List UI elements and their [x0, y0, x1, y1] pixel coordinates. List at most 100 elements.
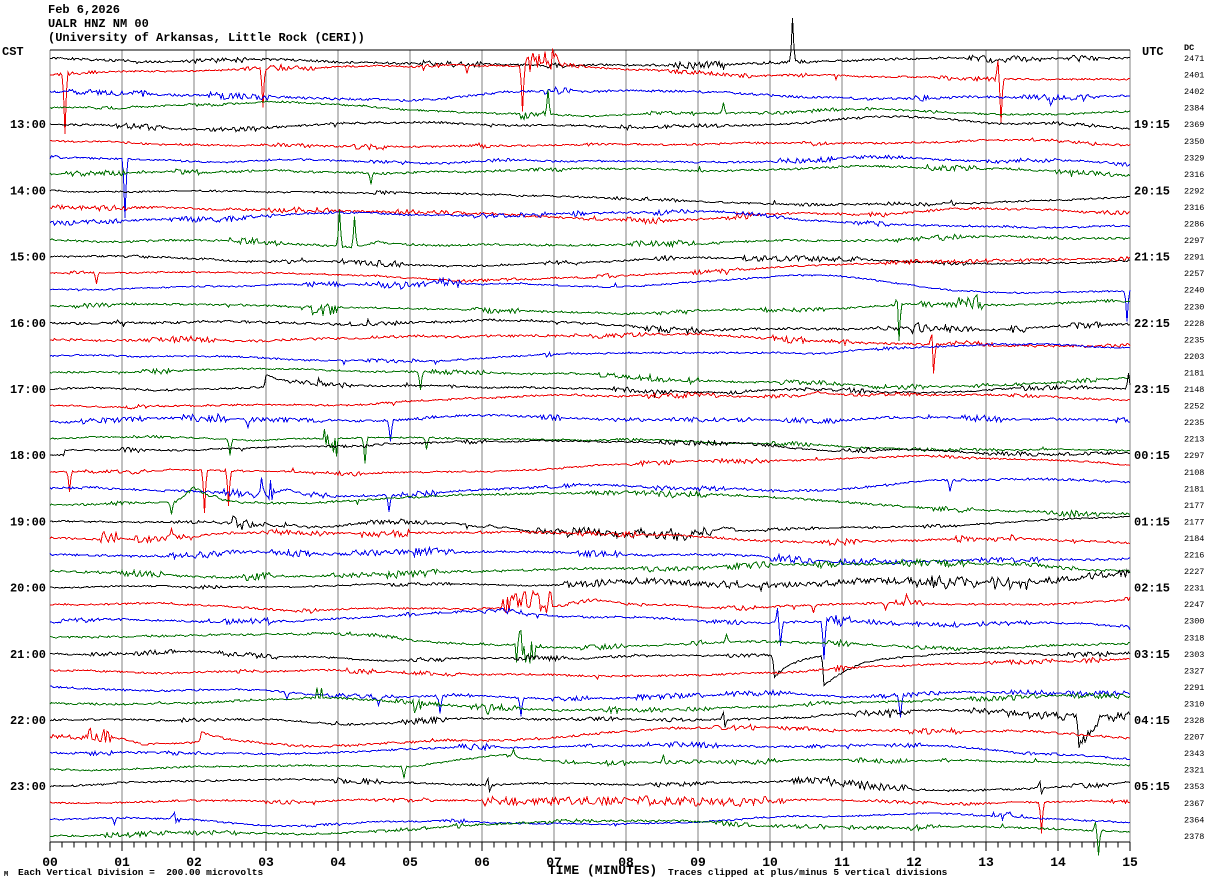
hour-label-utc: 22:15: [1134, 317, 1170, 331]
hour-label-utc: 03:15: [1134, 648, 1170, 662]
trace-row-45: [49, 775, 1131, 795]
trace-row-6: [50, 137, 1131, 151]
hour-label-utc: 23:15: [1134, 383, 1170, 397]
dc-offset-value: 2148: [1184, 385, 1204, 395]
hour-label-cst: 22:00: [10, 714, 46, 728]
trace-row-23: [49, 412, 1131, 442]
trace-row-41: [49, 706, 1131, 749]
minute-tick-label: 12: [906, 855, 922, 870]
hour-label-utc: 00:15: [1134, 449, 1170, 463]
hour-label-cst: 14:00: [10, 184, 46, 198]
dc-offset-value: 2257: [1184, 269, 1204, 279]
hour-label-utc: 20:15: [1134, 184, 1170, 198]
trace-row-11: [49, 208, 1130, 229]
dc-offset-value: 2228: [1184, 319, 1204, 329]
trace-row-7: [49, 154, 1131, 219]
dc-offset-value: 2401: [1184, 71, 1204, 81]
trace-row-14: [49, 255, 1131, 285]
dc-offset-value: 2327: [1184, 666, 1204, 676]
hour-label-utc: 21:15: [1134, 251, 1170, 265]
dc-offset-value: 2303: [1184, 650, 1204, 660]
trace-row-16: [49, 293, 1131, 342]
trace-row-19: [49, 342, 1131, 366]
minute-tick-label: 07: [546, 855, 562, 870]
dc-offset-value: 2240: [1184, 286, 1204, 296]
dc-offset-value: 2297: [1184, 236, 1204, 246]
dc-offset-value: 2328: [1184, 716, 1204, 726]
trace-row-12: [49, 210, 1131, 249]
dc-offset-value: 2213: [1184, 435, 1204, 445]
trace-row-34: [49, 589, 1131, 614]
dc-offset-value: 2203: [1184, 352, 1204, 362]
dc-offset-value: 2230: [1184, 302, 1204, 312]
dc-offset-value: 2318: [1184, 633, 1204, 643]
dc-offset-value: 2310: [1184, 699, 1204, 709]
trace-row-39: [49, 685, 1131, 718]
dc-offset-value: 2471: [1184, 54, 1204, 64]
dc-offset-value: 2378: [1184, 832, 1204, 842]
trace-row-32: [49, 557, 1131, 582]
station-label: UALR HNZ NM 00: [48, 17, 149, 31]
trace-row-9: [49, 189, 1131, 208]
trace-row-10: [49, 204, 1131, 226]
trace-row-17: [50, 317, 1131, 336]
cst-timezone-label: CST: [2, 45, 24, 59]
trace-row-42: [49, 723, 1131, 748]
trace-row-2: [49, 48, 1131, 135]
trace-row-31: [49, 545, 1131, 566]
hour-label-utc: 05:15: [1134, 780, 1170, 794]
minute-tick-label: 01: [114, 855, 130, 870]
hour-label-cst: 18:00: [10, 449, 46, 463]
trace-row-3: [49, 85, 1131, 107]
dc-offset-value: 2297: [1184, 451, 1204, 461]
trace-row-26: [49, 454, 1131, 514]
dc-offset-value: 2316: [1184, 203, 1204, 213]
dc-offset-value: 2181: [1184, 484, 1204, 494]
trace-row-5: [49, 115, 1130, 133]
dc-offset-value: 2247: [1184, 600, 1204, 610]
clip-note: Traces clipped at plus/minus 5 vertical …: [668, 867, 948, 878]
minute-tick-label: 08: [618, 855, 634, 870]
trace-row-46: [49, 795, 1131, 834]
trace-row-28: [49, 486, 1131, 519]
dc-offset-value: 2353: [1184, 782, 1204, 792]
dc-offset-value: 2235: [1184, 418, 1204, 428]
minute-tick-label: 10: [762, 855, 778, 870]
hour-label-utc: 04:15: [1134, 714, 1170, 728]
dc-offset-value: 2321: [1184, 766, 1204, 776]
dc-offset-value: 2227: [1184, 567, 1204, 577]
dc-offset-value: 2286: [1184, 220, 1204, 230]
trace-row-1: [49, 17, 1130, 71]
trace-row-44: [49, 747, 1131, 779]
dc-offset-value: 2291: [1184, 683, 1204, 693]
hour-label-cst: 15:00: [10, 251, 46, 265]
minute-tick-label: 04: [330, 855, 346, 870]
hour-label-utc: 19:15: [1134, 118, 1170, 132]
dc-offset-value: 2252: [1184, 402, 1204, 412]
utc-timezone-label: UTC: [1142, 45, 1164, 59]
dc-offset-value: 2343: [1184, 749, 1204, 759]
dc-offset-value: 2369: [1184, 120, 1204, 130]
dc-offset-value: 2177: [1184, 501, 1204, 511]
trace-row-43: [49, 741, 1131, 761]
dc-offset-value: 2402: [1184, 87, 1204, 97]
dc-offset-value: 2181: [1184, 368, 1204, 378]
trace-row-35: [49, 607, 1131, 660]
dc-offset-value: 2364: [1184, 815, 1204, 825]
trace-row-18: [49, 331, 1131, 374]
trace-row-15: [49, 273, 1131, 322]
trace-row-30: [49, 526, 1131, 547]
vertical-division-note: Each Vertical Division = 200.00 microvol…: [18, 867, 264, 878]
hour-label-cst: 23:00: [10, 780, 46, 794]
trace-row-27: [49, 477, 1131, 512]
minute-tick-label: 11: [834, 855, 850, 870]
hour-label-utc: 01:15: [1134, 515, 1170, 529]
minute-tick-label: 09: [690, 855, 706, 870]
trace-row-22: [49, 390, 1131, 410]
minute-tick-label: 05: [402, 855, 418, 870]
trace-row-33: [49, 568, 1131, 593]
trace-row-25: [50, 438, 1131, 457]
trace-row-36: [50, 629, 1131, 664]
dc-offset-value: 2235: [1184, 335, 1204, 345]
